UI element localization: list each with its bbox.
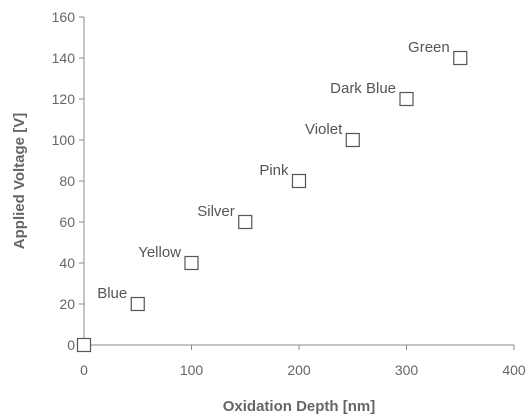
x-axis-title: Oxidation Depth [nm] bbox=[223, 398, 376, 415]
y-tick-label: 100 bbox=[52, 132, 76, 148]
y-tick-label: 20 bbox=[59, 296, 75, 312]
x-tick-label: 400 bbox=[502, 362, 526, 378]
data-point-label: Yellow bbox=[138, 244, 181, 261]
y-tick-label: 160 bbox=[52, 9, 76, 25]
y-tick-label: 60 bbox=[59, 214, 75, 230]
x-tick-label: 300 bbox=[395, 362, 419, 378]
data-point-marker bbox=[238, 214, 253, 230]
data-point-marker bbox=[76, 337, 92, 353]
y-tick-label: 80 bbox=[59, 173, 75, 189]
y-axis-ticks: 0 20 40 60 80 100 120 140 160 bbox=[52, 9, 84, 353]
y-tick-label: 0 bbox=[67, 337, 75, 353]
x-tick-label: 200 bbox=[287, 362, 311, 378]
x-axis-ticks: 0 100 200 300 400 bbox=[80, 345, 526, 378]
y-tick-label: 120 bbox=[52, 91, 76, 107]
data-point-label: Green bbox=[408, 39, 450, 56]
data-point-marker bbox=[399, 91, 414, 107]
data-point-label: Blue bbox=[97, 285, 127, 302]
x-tick-label: 100 bbox=[180, 362, 204, 378]
x-tick-label: 0 bbox=[80, 362, 88, 378]
data-points: Blue Yellow Silver Pink Violet Dark Blue Green bbox=[76, 39, 468, 353]
data-point-label: Silver bbox=[197, 203, 235, 220]
data-point-label: Dark Blue bbox=[330, 80, 396, 97]
y-tick-label: 40 bbox=[59, 255, 75, 271]
data-point-label: Pink bbox=[259, 162, 289, 179]
data-point-marker bbox=[184, 255, 199, 271]
data-point-label: Violet bbox=[305, 121, 343, 138]
axes: 0 20 40 60 80 100 120 140 160 0 100 200 300 400 bbox=[52, 9, 526, 378]
data-point-marker bbox=[345, 132, 360, 148]
data-point-marker bbox=[453, 50, 468, 66]
data-point-marker bbox=[130, 296, 145, 312]
y-axis-title: Applied Voltage [V] bbox=[11, 113, 28, 249]
y-tick-label: 140 bbox=[52, 50, 76, 66]
data-point-marker bbox=[291, 173, 307, 189]
